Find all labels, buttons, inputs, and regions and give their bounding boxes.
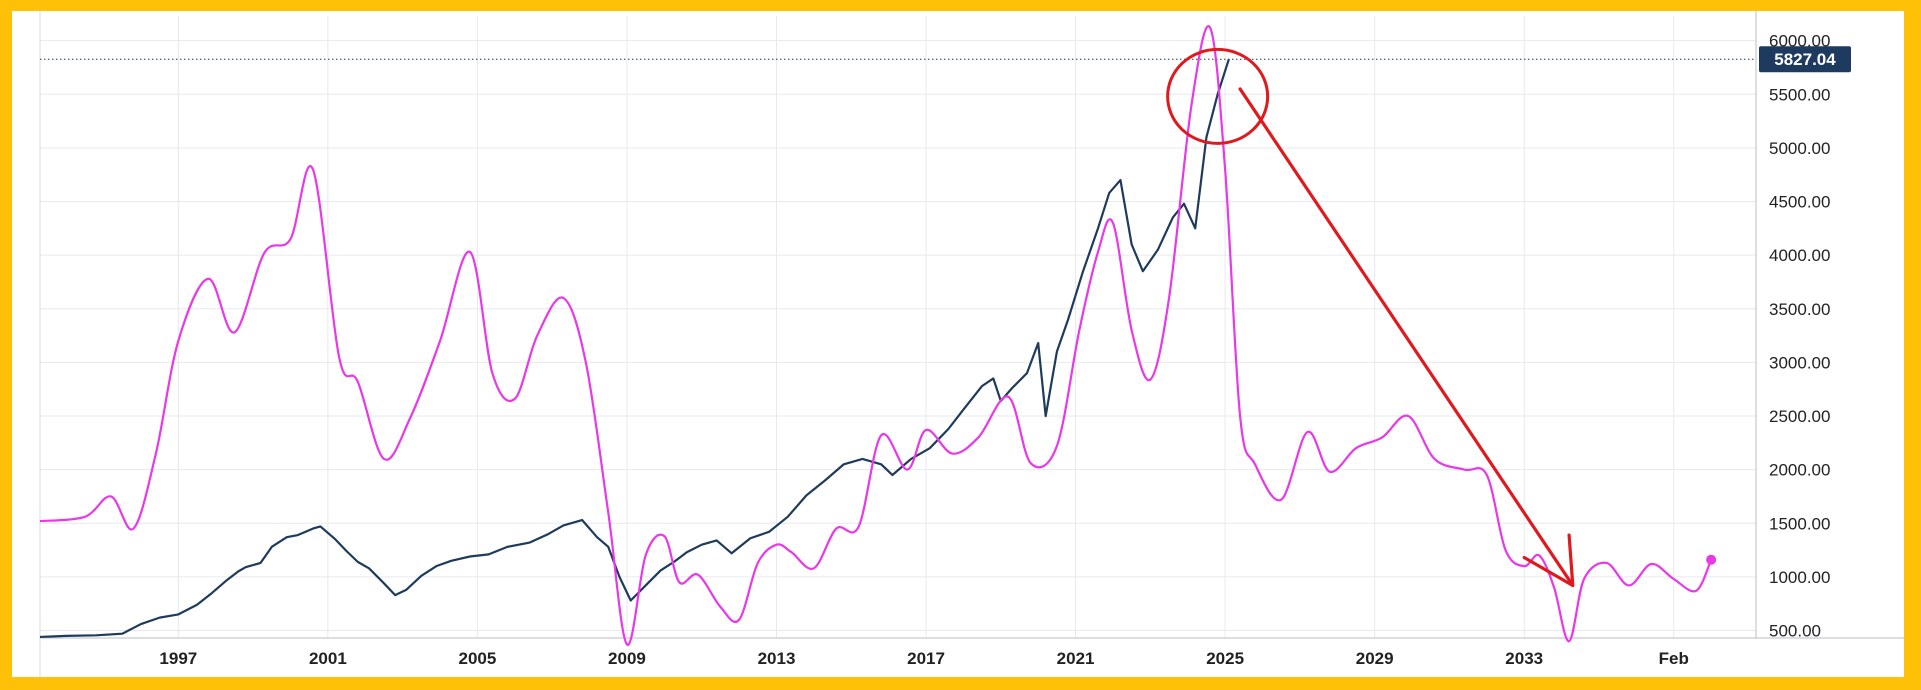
axes <box>39 11 1904 677</box>
x-tick-label: 2021 <box>1057 649 1095 668</box>
x-tick-label: 2005 <box>458 649 496 668</box>
y-tick-label: 500.00 <box>1769 621 1821 640</box>
y-tick-label: 5500.00 <box>1769 85 1830 104</box>
y-tick-label: 1500.00 <box>1769 514 1830 533</box>
x-tick-label: 1997 <box>159 649 197 668</box>
x-tick-label: Feb <box>1659 649 1689 668</box>
x-tick-label: 2017 <box>907 649 945 668</box>
trend-arrow-head <box>1522 533 1575 588</box>
annotation-layer <box>1166 47 1575 588</box>
y-tick-label: 3500.00 <box>1769 300 1830 319</box>
trend-arrow-shaft <box>1238 87 1575 588</box>
x-axis-labels: 1997 2001 2005 2009 2013 2017 2021 2025 2029 2033… <box>159 649 1688 668</box>
x-tick-label: 2033 <box>1505 649 1543 668</box>
y-tick-label: 6000.00 <box>1769 32 1830 51</box>
x-tick-label: 2013 <box>758 649 796 668</box>
y-tick-label: 1000.00 <box>1769 568 1830 587</box>
x-tick-label: 2029 <box>1356 649 1394 668</box>
x-tick-label: 2009 <box>608 649 646 668</box>
y-tick-label: 5000.00 <box>1769 139 1830 158</box>
last-price-label: 5827.04 <box>1774 50 1836 69</box>
last-price-line: 5827.04 <box>40 46 1851 73</box>
series-layer <box>39 25 1717 646</box>
series-overlay-curve <box>39 25 1713 646</box>
highlight-circle <box>1166 47 1270 145</box>
series-price-line <box>39 58 1230 639</box>
last-price-badge <box>1759 46 1851 73</box>
chart-panel: 5827.04 500.00 1000.00 1500.00 2000.00 2500.… <box>12 11 1904 677</box>
y-tick-label: 2500.00 <box>1769 407 1830 426</box>
x-tick-label: 2025 <box>1206 649 1244 668</box>
series-end-marker <box>1706 554 1717 565</box>
y-tick-label: 3000.00 <box>1769 353 1830 372</box>
y-tick-label: 2000.00 <box>1769 461 1830 480</box>
x-tick-label: 2001 <box>309 649 347 668</box>
grid-lines <box>40 16 1756 638</box>
chart-canvas[interactable]: 5827.04 500.00 1000.00 1500.00 2000.00 2500.… <box>12 11 1904 677</box>
y-axis-labels: 500.00 1000.00 1500.00 2000.00 2500.00 3000.0… <box>1769 32 1830 641</box>
y-tick-label: 4000.00 <box>1769 246 1830 265</box>
y-tick-label: 4500.00 <box>1769 193 1830 212</box>
